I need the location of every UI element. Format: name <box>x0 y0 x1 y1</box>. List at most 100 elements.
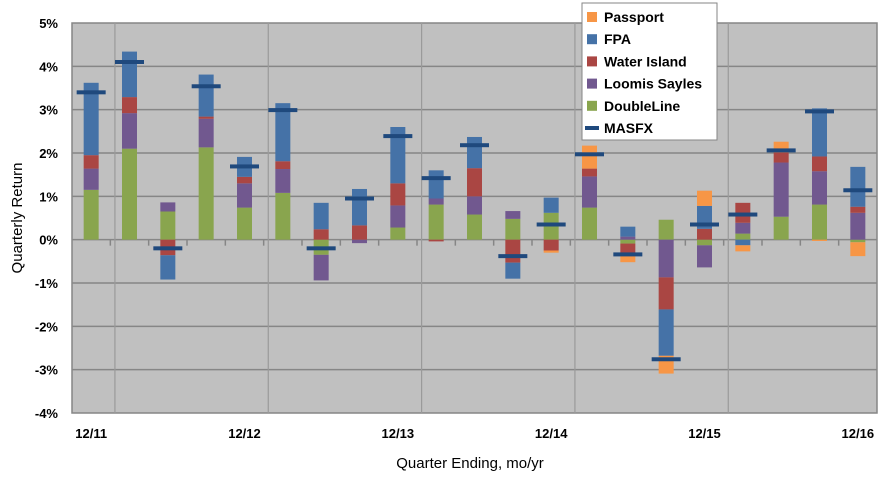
bar-segment-fpa <box>850 166 866 207</box>
bar-segment-water-island <box>275 161 291 170</box>
masfx-marker <box>421 176 451 181</box>
bar-segment-doubleline <box>275 192 291 240</box>
legend-label: Passport <box>604 9 664 25</box>
bar-segment-doubleline <box>122 148 137 240</box>
bar-segment-doubleline <box>467 214 482 240</box>
bar-segment-doubleline <box>505 218 521 240</box>
masfx-marker <box>805 109 834 114</box>
y-tick-label: 0% <box>39 233 58 248</box>
bar-segment-doubleline <box>390 227 406 240</box>
bar-segment-water-island <box>83 155 99 169</box>
x-tick-label: 12/13 <box>382 426 415 441</box>
bar-segment-loomis-sayles <box>850 212 866 240</box>
bar-segment-passport <box>812 239 827 241</box>
bar-segment-water-island <box>812 156 827 172</box>
y-tick-label: 2% <box>39 146 58 161</box>
bar-segment-fpa <box>428 170 444 199</box>
legend-swatch-fpa <box>587 34 597 45</box>
bar-segment-water-island <box>198 116 214 119</box>
bar-segment-doubleline <box>658 219 674 240</box>
bar-segment-loomis-sayles <box>735 222 751 234</box>
bar-segment-passport <box>773 141 789 153</box>
bar-segment-loomis-sayles <box>122 113 137 149</box>
masfx-marker <box>728 212 758 217</box>
bar-segment-passport <box>620 254 636 263</box>
legend-label: MASFX <box>604 120 654 136</box>
bar-segment-fpa <box>160 255 176 280</box>
x-tick-label: 12/14 <box>535 426 568 441</box>
y-tick-label: -4% <box>35 406 59 421</box>
bar-segment-water-island <box>697 228 712 240</box>
bar-segment-doubleline <box>697 239 712 246</box>
bar-segment-doubleline <box>198 147 214 240</box>
bar-segment-loomis-sayles <box>658 239 674 278</box>
bar-segment-water-island <box>582 168 597 177</box>
bar-segment-passport <box>850 242 866 257</box>
bar-segment-loomis-sayles <box>697 245 712 268</box>
legend: Passport FPA Water Island Loomis Sayles Doub… <box>581 2 718 141</box>
bar-segment-water-island <box>850 206 866 213</box>
legend-swatch-water-island <box>587 56 597 67</box>
bar-segment-doubleline <box>620 239 636 244</box>
bar-segment-loomis-sayles <box>275 169 291 193</box>
legend-label: FPA <box>604 31 631 47</box>
bar-segment-fpa <box>467 136 482 169</box>
masfx-marker <box>76 90 106 95</box>
masfx-marker <box>613 252 643 257</box>
bar-segment-fpa <box>620 226 636 237</box>
bar-segment-water-island <box>428 239 444 242</box>
bar-segment-doubleline <box>582 207 597 240</box>
bar-segment-doubleline <box>812 204 827 240</box>
bar-segment-water-island <box>543 239 559 251</box>
bar-segment-water-island <box>390 183 406 206</box>
bar-segment-loomis-sayles <box>390 205 406 228</box>
bar-segment-water-island <box>467 168 482 197</box>
masfx-marker <box>268 108 298 113</box>
bar-segment-water-island <box>352 225 367 240</box>
bar-segment-loomis-sayles <box>505 211 521 219</box>
bar-segment-passport <box>582 145 597 169</box>
bar-segment-water-island <box>773 152 789 163</box>
bar-segment-fpa <box>275 103 291 162</box>
bar-segment-water-island <box>505 239 521 263</box>
bar-segment-water-island <box>237 176 252 184</box>
bar-segment-fpa <box>390 127 406 184</box>
bar-segment-doubleline <box>160 211 176 240</box>
legend-label: Water Island <box>604 53 687 69</box>
x-tick-label: 12/15 <box>688 426 721 441</box>
masfx-marker <box>498 254 528 259</box>
masfx-marker <box>345 196 374 201</box>
legend-swatch-doubleline <box>587 100 597 111</box>
masfx-marker <box>536 222 566 227</box>
legend-swatch-loomis-sayles <box>587 78 597 89</box>
masfx-marker <box>115 60 144 64</box>
bar-segment-passport <box>735 245 751 252</box>
masfx-marker <box>575 152 604 157</box>
bar-segment-fpa <box>83 82 99 156</box>
bar-segment-loomis-sayles <box>83 168 99 190</box>
masfx-marker <box>306 246 336 251</box>
bar-segment-doubleline <box>237 207 252 240</box>
bar-segment-fpa <box>543 197 559 213</box>
x-tick-label: 12/16 <box>842 426 875 441</box>
bar-segment-fpa <box>658 309 674 356</box>
bar-segment-passport <box>543 250 559 253</box>
masfx-marker <box>230 164 259 169</box>
bar-segment-water-island <box>658 277 674 310</box>
masfx-marker <box>191 84 221 89</box>
bar-segment-passport <box>697 190 712 206</box>
y-tick-label: -1% <box>35 276 59 291</box>
y-axis-title: Quarterly Return <box>9 163 26 274</box>
y-tick-label: 5% <box>39 16 58 31</box>
y-tick-label: 4% <box>39 59 58 74</box>
bar-segment-doubleline <box>428 204 444 240</box>
bar-segment-loomis-sayles <box>773 162 789 217</box>
y-tick-label: -2% <box>35 319 59 334</box>
bar-segment-loomis-sayles <box>198 118 214 148</box>
masfx-marker <box>460 143 489 148</box>
bar-segment-loomis-sayles <box>467 196 482 215</box>
legend-box <box>581 2 718 141</box>
y-tick-label: -3% <box>35 363 59 378</box>
x-axis-title: Quarter Ending, mo/yr <box>396 455 544 472</box>
